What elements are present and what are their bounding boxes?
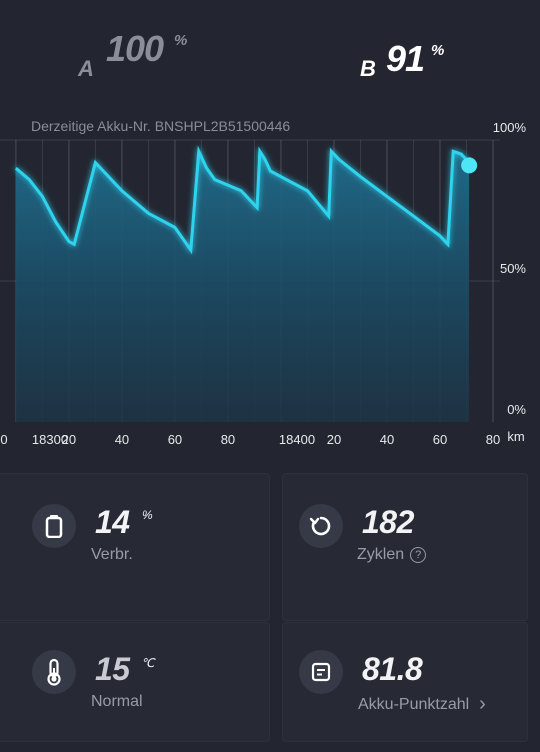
consumption-unit: % [142, 508, 153, 522]
x-tick-label: 18400 [279, 432, 315, 447]
x-tick-label: 0 [0, 432, 7, 447]
temperature-unit: ℃ [141, 656, 155, 670]
current-battery-number: Derzeitige Akku-Nr. BNSHPL2B51500446 [31, 118, 291, 134]
battery-b-unit: % [431, 42, 445, 59]
battery-b-letter: B [360, 56, 376, 81]
cycles-label: Zyklen [357, 546, 405, 563]
battery-a-value: 100 [106, 28, 164, 69]
battery-a-letter: A [78, 56, 94, 81]
help-icon[interactable]: ? [410, 547, 427, 563]
battery-level-area [15, 151, 470, 423]
battery-score-label: Akku-Punktzahl [358, 695, 470, 713]
temperature-card[interactable]: 15 ℃ Normal [0, 622, 270, 742]
temperature-value: 15 [95, 651, 130, 687]
x-tick-label: 20 [62, 432, 76, 447]
x-tick-label: 40 [380, 432, 394, 447]
x-tick-label: 80 [486, 432, 500, 447]
battery-b-value: 91 [386, 38, 425, 79]
consumption-label: Verbr. [91, 546, 133, 563]
cycles-value: 182 [362, 504, 414, 540]
battery-a-unit: % [174, 32, 188, 49]
x-axis-unit: km [507, 429, 524, 444]
chevron-right-icon: › [479, 693, 486, 715]
battery-score-value: 81.8 [362, 651, 423, 687]
x-tick-label: 18300 [32, 432, 68, 447]
temperature-label: Normal [91, 693, 143, 710]
y-tick-label: 50% [500, 261, 526, 276]
battery-score-label-row[interactable]: Akku-Punktzahl › [358, 693, 486, 716]
x-tick-label: 60 [433, 432, 447, 447]
battery-level-line [14, 145, 471, 255]
current-level-marker[interactable] [461, 157, 478, 174]
x-tick-label: 20 [327, 432, 341, 447]
cycles-label-row: Zyklen ? [357, 546, 427, 564]
x-tick-label: 80 [221, 432, 235, 447]
cycles-card[interactable]: 182 Zyklen ? [282, 473, 528, 621]
y-tick-label: 100% [493, 120, 527, 135]
battery-score-card[interactable]: 81.8 Akku-Punktzahl › [282, 622, 528, 742]
refresh-icon [299, 504, 343, 548]
consumption-value: 14 [95, 504, 130, 540]
consumption-card[interactable]: 14 % Verbr. [0, 473, 270, 621]
battery-icon [32, 504, 76, 548]
x-tick-label: 60 [168, 432, 182, 447]
document-icon [299, 650, 343, 694]
y-tick-label: 0% [507, 402, 526, 417]
thermometer-icon [32, 650, 76, 694]
x-tick-label: 40 [115, 432, 129, 447]
